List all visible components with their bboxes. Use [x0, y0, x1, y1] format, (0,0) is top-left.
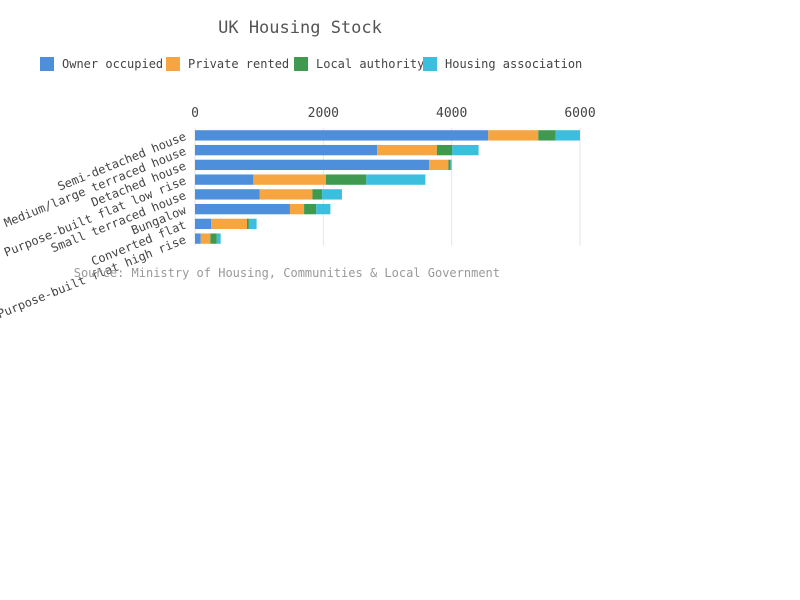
- bar-medium-large-terraced-house-local-authority: [436, 144, 453, 156]
- bar-purpose-built-flat-low-rise-owner-occupied: [195, 174, 254, 185]
- bar-converted-flat-housing-association: [248, 218, 257, 230]
- bar-converted-flat-private-rented: [211, 218, 247, 230]
- bars: [195, 130, 580, 244]
- bar-purpose-built-flat-high-rise-housing-association: [216, 233, 221, 244]
- bar-bungalow-local-authority: [304, 203, 317, 215]
- bar-converted-flat-local-authority: [246, 218, 249, 230]
- bar-bungalow-housing-association: [316, 203, 331, 215]
- legend-swatch-housing-association: [423, 57, 437, 71]
- legend: Owner occupied Private rented Local author…: [40, 57, 582, 71]
- bar-small-terraced-house-housing-association: [322, 189, 342, 200]
- bar-semi-detached-house-owner-occupied: [195, 130, 489, 141]
- bar-detached-house-housing-association: [450, 159, 452, 171]
- bar-bungalow-owner-occupied: [195, 203, 290, 215]
- x-axis-ticks: 0 2000 4000 6000: [191, 106, 596, 121]
- bar-purpose-built-flat-low-rise-housing-association: [366, 174, 426, 185]
- chart-title: UK Housing Stock: [218, 18, 382, 38]
- bar-medium-large-terraced-house-owner-occupied: [195, 144, 378, 156]
- bar-semi-detached-house-private-rented: [488, 130, 539, 141]
- bar-purpose-built-flat-low-rise-private-rented: [253, 174, 326, 185]
- bar-detached-house-owner-occupied: [195, 159, 430, 171]
- bar-medium-large-terraced-house-private-rented: [377, 144, 437, 156]
- bar-purpose-built-flat-high-rise-local-authority: [210, 233, 217, 244]
- bar-purpose-built-flat-high-rise-owner-occupied: [195, 233, 201, 244]
- legend-label-housing-association: Housing association: [445, 57, 582, 71]
- x-tick-label: 6000: [564, 106, 595, 121]
- legend-swatch-private-rented: [166, 57, 180, 71]
- legend-label-local-authority: Local authority: [316, 57, 424, 71]
- bar-medium-large-terraced-house-housing-association: [452, 144, 479, 156]
- legend-swatch-local-authority: [294, 57, 308, 71]
- legend-label-owner-occupied: Owner occupied: [62, 57, 163, 71]
- bar-small-terraced-house-private-rented: [259, 189, 313, 200]
- bar-detached-house-local-authority: [448, 159, 451, 171]
- x-tick-label: 4000: [436, 106, 467, 121]
- bar-converted-flat-owner-occupied: [195, 218, 212, 230]
- bar-semi-detached-house-local-authority: [538, 130, 556, 141]
- bar-purpose-built-flat-high-rise-private-rented: [200, 233, 211, 244]
- source-note: Source: Ministry of Housing, Communities…: [74, 266, 500, 280]
- legend-swatch-owner-occupied: [40, 57, 54, 71]
- bar-semi-detached-house-housing-association: [555, 130, 580, 141]
- x-tick-label: 0: [191, 106, 199, 121]
- bar-small-terraced-house-owner-occupied: [195, 189, 260, 200]
- bar-bungalow-private-rented: [289, 203, 305, 215]
- legend-label-private-rented: Private rented: [188, 57, 289, 71]
- bar-small-terraced-house-local-authority: [312, 189, 323, 200]
- bar-detached-house-private-rented: [429, 159, 449, 171]
- bar-purpose-built-flat-low-rise-local-authority: [325, 174, 367, 185]
- x-tick-label: 2000: [308, 106, 339, 121]
